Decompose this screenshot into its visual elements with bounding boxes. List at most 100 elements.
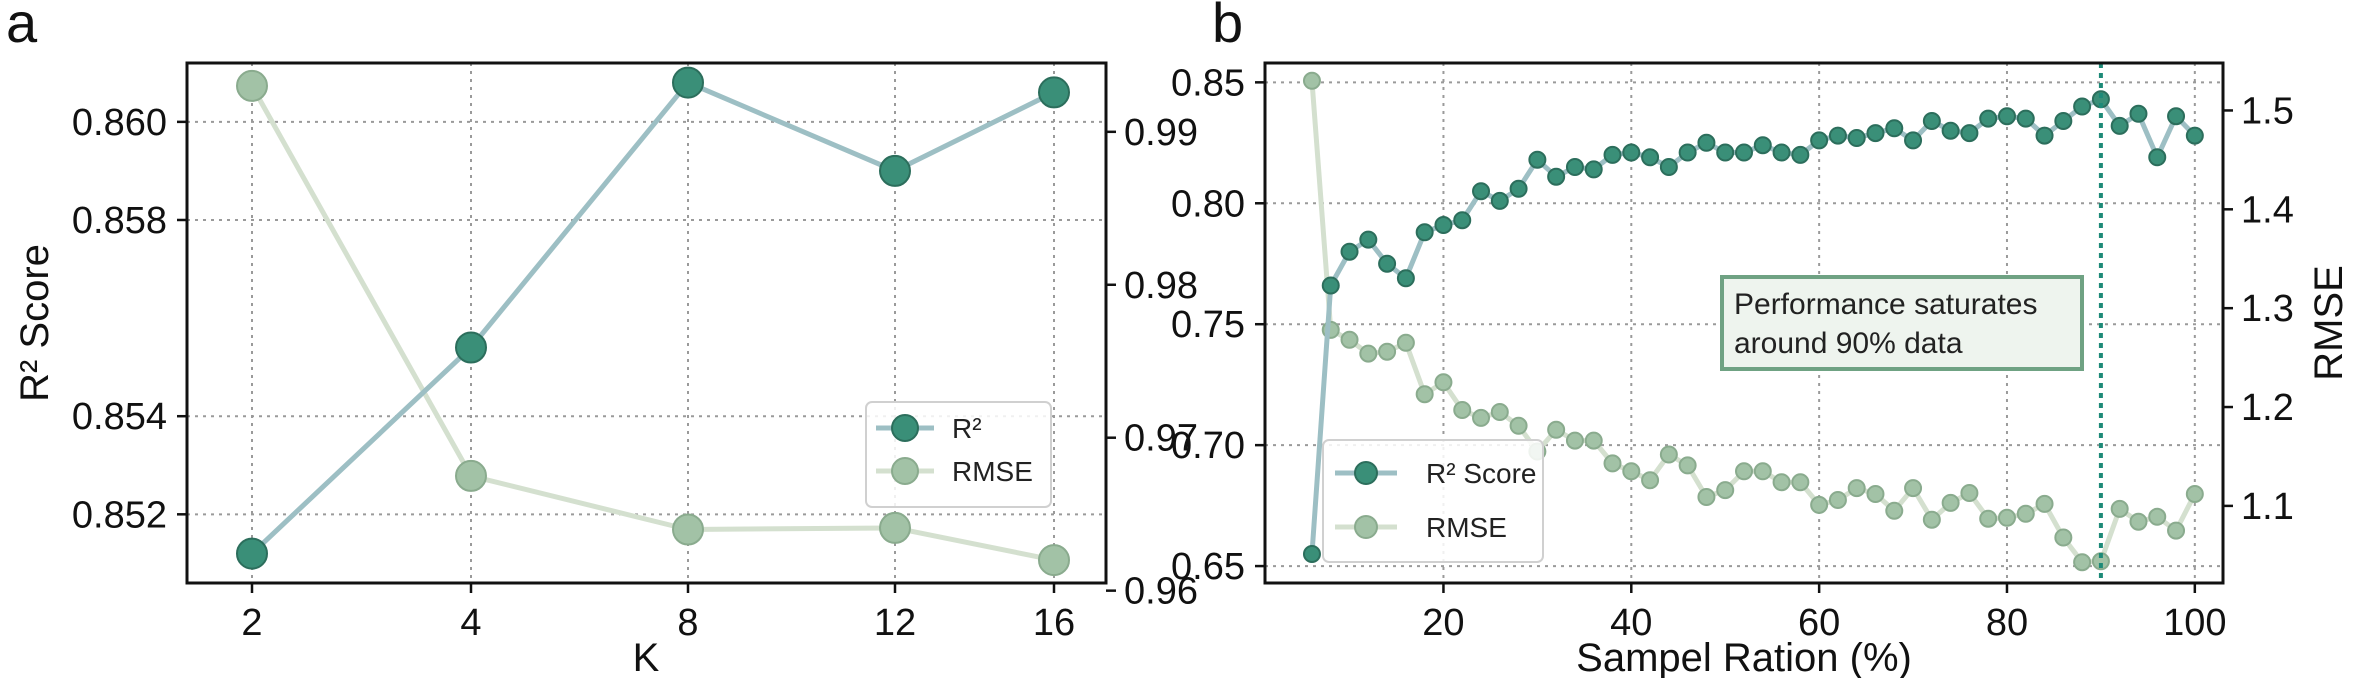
r2-point (1716, 143, 1735, 162)
panel-a-x-label: K (633, 636, 660, 678)
rmse-point (1659, 445, 1678, 464)
r2-point (2110, 116, 2129, 135)
annotation-line1: Performance saturates (1734, 288, 2037, 321)
y-tick-label: 0.854 (72, 396, 167, 438)
panel-a-r2-series (236, 66, 1070, 570)
legend-r2-marker (891, 414, 919, 442)
rmse-point (1415, 385, 1434, 404)
r2-point (236, 537, 268, 570)
r2-point (1922, 112, 1941, 130)
rmse-point (2016, 504, 2035, 523)
r2-point (1396, 269, 1415, 288)
r2-point (1772, 143, 1791, 162)
legend-r2-label: R² (952, 413, 982, 444)
rmse-point (2073, 553, 2092, 572)
y2-tick-label: 1.1 (2241, 486, 2294, 528)
panel-b-label: b (1212, 0, 1243, 54)
x-tick-label: 8 (677, 602, 698, 644)
r2-point (1735, 143, 1753, 162)
r2-point (1659, 158, 1678, 176)
rmse-point (1453, 401, 1472, 419)
x-tick-label: 60 (1798, 602, 1840, 644)
y-tick-label: 0.858 (72, 200, 167, 242)
y-tick-label: 0.860 (72, 102, 167, 144)
panel-b-r2-series (1302, 90, 2204, 563)
legend-b-r2-marker (1354, 461, 1378, 485)
rmse-point (1396, 333, 1415, 352)
legend-rmse-label: RMSE (952, 456, 1033, 487)
y-tick-label: 0.75 (1171, 304, 1245, 346)
y-tick-label: 0.85 (1171, 62, 1245, 104)
r2-point (1847, 129, 1866, 147)
rmse-point (1678, 456, 1697, 475)
r2-point (1697, 133, 1716, 152)
r2-point (2035, 126, 2054, 145)
r2-point (1340, 242, 1359, 261)
r2-point (1622, 143, 1641, 162)
y2-tick-label: 1.4 (2241, 189, 2294, 231)
r2-point (879, 154, 911, 187)
panel-b-y2-label: RMSE (2307, 265, 2351, 381)
annotation-box: Performance saturates around 90% data (1720, 275, 2084, 371)
rmse-point (1885, 501, 1904, 520)
rmse-point (1716, 481, 1735, 500)
rmse-point (672, 513, 704, 546)
legend-b-rmse-marker (1354, 515, 1378, 539)
rmse-point (1941, 493, 1960, 512)
y2-tick-label: 1.3 (2241, 288, 2294, 330)
y2-tick-label: 0.98 (1124, 265, 1198, 307)
r2-point (1979, 109, 1998, 128)
r2-point (1528, 150, 1547, 169)
rmse-point (1641, 471, 1660, 490)
x-tick-label: 20 (1422, 602, 1464, 644)
rmse-point (2054, 528, 2073, 547)
x-tick-label: 40 (1610, 602, 1652, 644)
panel-b-y2-ticks: 1.1 1.2 1.3 1.4 1.5 (2223, 90, 2294, 528)
x-tick-label: 80 (1986, 602, 2028, 644)
panel-b-rmse-series (1302, 71, 2204, 572)
rmse-point (1378, 342, 1397, 361)
rmse-point (1434, 373, 1453, 392)
y-tick-label: 0.852 (72, 494, 167, 536)
y2-tick-label: 0.97 (1124, 418, 1198, 460)
r2-point (2167, 107, 2186, 126)
x-tick-label: 100 (2163, 602, 2226, 644)
rmse-point (2110, 499, 2129, 518)
y-tick-label: 0.70 (1171, 425, 1245, 467)
rmse-point (1922, 510, 1941, 529)
r2-point (1941, 121, 1960, 140)
panel-a-label: a (6, 0, 38, 54)
rmse-point (1565, 431, 1584, 450)
r2-point (1828, 126, 1847, 145)
panel-b-legend: R² Score RMSE (1322, 439, 1544, 563)
r2-point (1509, 179, 1528, 198)
rmse-point (1359, 344, 1378, 363)
rmse-point (1866, 485, 1885, 503)
rmse-point (1697, 488, 1716, 506)
r2-point (1038, 76, 1070, 109)
rmse-point (1302, 71, 1321, 90)
r2-point (1321, 276, 1340, 295)
r2-point (1678, 143, 1697, 162)
panel-b-y-ticks: 0.65 0.70 0.75 0.80 0.85 (1171, 62, 1265, 588)
x-tick-label: 2 (241, 602, 262, 644)
rmse-point (1038, 544, 1070, 577)
r2-point (1584, 160, 1603, 179)
rmse-point (236, 69, 268, 102)
panel-a-legend: R² RMSE (865, 401, 1052, 508)
rmse-point (2167, 521, 2186, 540)
r2-point (1359, 230, 1378, 249)
r2-point (2073, 97, 2092, 116)
rmse-point (1997, 508, 2016, 527)
r2-point (1885, 119, 1904, 138)
y-tick-label: 0.65 (1171, 546, 1245, 588)
r2-point (1960, 124, 1979, 143)
y2-tick-label: 1.2 (2241, 387, 2294, 429)
panel-b-x-ticks: 20 40 60 80 100 (1422, 583, 2227, 644)
rmse-point (1490, 403, 1509, 421)
legend-b-rmse-label: RMSE (1426, 512, 1507, 543)
r2-point (1472, 182, 1491, 201)
r2-point (2016, 109, 2035, 128)
x-tick-label: 4 (460, 602, 481, 644)
